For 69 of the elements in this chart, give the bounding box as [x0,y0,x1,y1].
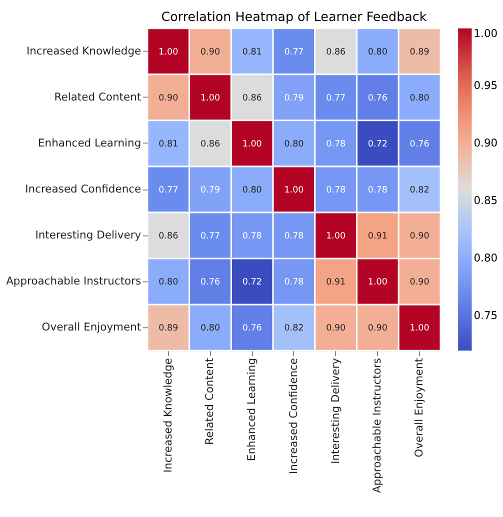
y-tick-label: Overall Enjoyment [42,320,142,334]
data-label: 0.78 [284,231,304,242]
data-label: 0.90 [326,324,346,334]
data-label: 0.80 [368,47,388,58]
data-label: 0.90 [158,93,178,104]
data-label: 0.76 [242,324,262,334]
data-label: 0.80 [158,278,178,288]
data-label: 1.00 [410,324,430,334]
data-label: 0.90 [410,231,430,242]
data-label: 0.80 [410,93,430,104]
data-label: 0.76 [410,139,430,150]
data-label: 0.82 [284,324,304,334]
data-label: 0.90 [368,324,388,334]
x-tick-label: Increased Confidence [286,358,300,474]
data-label: 0.72 [368,139,388,150]
data-label: 0.76 [368,93,388,104]
data-label: 0.81 [242,47,262,58]
data-label: 1.00 [368,278,388,288]
data-label: 1.00 [326,231,346,242]
data-label: 0.86 [326,47,346,58]
data-label: 0.76 [200,278,220,288]
color-bar-label: 0.75 [474,309,498,322]
y-tick-label: Increased Knowledge [26,44,142,58]
y-tick-label: Interesting Delivery [35,228,142,242]
data-label: 0.77 [158,185,178,196]
x-tick-label: Approachable Instructors [370,358,384,494]
chart-title: Correlation Heatmap of Learner Feedback [161,8,428,24]
data-label: 0.77 [326,93,346,104]
data-label: 0.90 [200,47,220,58]
data-label: 0.89 [158,324,178,334]
data-label: 0.90 [410,278,430,288]
data-label: 0.77 [200,231,220,242]
data-label: 0.86 [158,231,179,242]
data-label: 0.91 [368,231,388,242]
data-label: 0.79 [200,185,220,196]
data-label: 0.78 [326,185,346,196]
x-tick-label: Interesting Delivery [328,357,342,464]
x-tick-label: Related Content [203,358,216,445]
data-label: 1.00 [200,93,220,104]
data-label: 0.80 [284,139,304,150]
data-label: 0.78 [368,185,388,196]
data-label: 0.86 [200,139,220,150]
data-label: 0.77 [284,47,304,58]
data-label: 1.00 [242,139,262,150]
data-label: 0.72 [242,278,262,288]
data-label: 1.00 [284,185,304,196]
data-label: 0.86 [242,93,262,104]
data-label: 1.00 [158,47,178,58]
x-tick-label: Overall Enjoyment [412,358,426,458]
color-bar-label: 0.95 [474,78,498,92]
data-label: 0.91 [326,278,346,288]
data-label: 0.78 [326,139,346,150]
color-bar-label: 1.00 [474,27,498,40]
y-tick-label: Related Content [54,90,142,104]
data-label: 0.78 [284,278,304,288]
x-tick-label: Enhanced Learning [245,358,258,462]
y-tick-label: Increased Confidence [25,182,142,196]
y-tick-label: Approachable Instructors [6,274,142,288]
color-bar-label: 0.80 [474,251,498,264]
data-label: 0.89 [410,47,430,58]
data-label: 0.81 [158,139,178,150]
color-bar-label: 0.90 [474,136,498,150]
data-label: 0.80 [200,324,220,334]
data-label: 0.79 [284,93,304,104]
color-bar-label: 0.85 [474,194,498,207]
data-label: 0.78 [242,231,262,242]
y-tick-label: Enhanced Learning [38,136,142,150]
data-label: 0.80 [242,185,262,196]
data-label: 0.82 [410,185,430,196]
